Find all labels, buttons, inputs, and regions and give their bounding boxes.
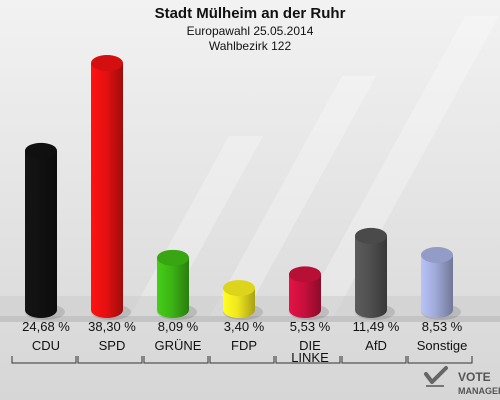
chart-subtitle-district: Wahlbezirk 122 [209,39,292,53]
category-separators [11,356,473,364]
category-label: LINKE [291,350,329,365]
value-labels-group: 24,68 % 38,30 % 8,09 % 3,40 % 5,53 % 11,49 % 8… [22,319,463,334]
bar-body [289,274,321,318]
bar-spd [91,55,131,320]
category-label: SPD [99,338,126,353]
bar-body [157,257,189,318]
bar-top [421,246,453,263]
category-bracket [77,356,143,364]
bar-grüne [157,249,197,320]
chart-subtitle-date: Europawahl 25.05.2014 [187,24,314,38]
vote-manager-logo: VOTE MANAGER [424,366,500,396]
value-label: 8,53 % [422,319,463,334]
bar-afd [355,227,395,320]
background-stripe [210,76,376,316]
category-bracket [341,356,407,364]
bar-body [355,235,387,318]
chart-baseline [0,316,500,322]
category-bracket [209,356,275,364]
bar-top [289,266,321,283]
value-label: 11,49 % [353,319,400,334]
category-label: AfD [365,338,387,353]
value-label: 38,30 % [88,319,136,334]
bar-top [355,227,387,244]
category-bracket [143,356,209,364]
bar-sonstige [421,246,461,320]
bar-top [25,142,57,159]
bar-fdp [223,280,263,320]
value-label: 8,09 % [158,319,199,334]
logo-check-icon [424,366,448,387]
background-stripe [300,16,499,316]
bar-body [91,63,123,318]
category-label: GRÜNE [155,338,202,353]
bar-top [91,55,123,71]
bar-die-linke [289,266,329,320]
chart-title: Stadt Mülheim an der Ruhr [155,5,346,22]
bar-top [157,249,189,266]
value-label: 5,53 % [290,319,331,334]
logo-text-line1: VOTE [458,370,491,384]
category-bracket [275,356,341,364]
value-label: 24,68 % [22,319,70,334]
category-label: CDU [32,338,60,353]
bar-cdu [25,142,65,320]
category-label: DIE [299,338,321,353]
bar-body [25,150,57,318]
bar-body [223,288,255,318]
category-bracket [11,356,77,364]
logo-text-line2: MANAGER [458,386,500,396]
value-label: 3,40 % [224,319,265,334]
category-label: Sonstige [417,338,468,353]
bars-group [25,55,461,320]
category-label: FDP [231,338,257,353]
bar-top [223,280,255,297]
category-bracket [407,356,473,364]
bar-body [421,254,453,318]
